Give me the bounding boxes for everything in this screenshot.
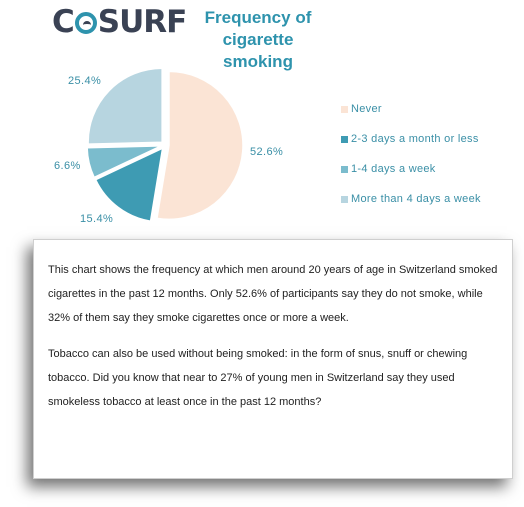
pie-slice-never: [156, 70, 244, 221]
slice-label-2-3-days: 15.4%: [80, 213, 114, 225]
chart-title: Frequency of cigarette smoking: [204, 8, 312, 71]
legend-item-never: Never: [341, 94, 481, 124]
legend-item-1-4-days: 1-4 days a week: [341, 154, 481, 184]
pie-chart: [86, 67, 244, 223]
legend-swatch: [341, 135, 348, 143]
slice-label-never: 52.6%: [250, 146, 284, 158]
info-card: This chart shows the frequency at which …: [33, 239, 513, 479]
info-paragraph-1: This chart shows the frequency at which …: [48, 264, 498, 324]
pie-slice-more-than-4: [87, 67, 163, 145]
slice-label-1-4-days: 6.6%: [54, 160, 81, 172]
legend-item-2-3-days: 2-3 days a month or less: [341, 124, 481, 154]
slice-label-more-than-4: 25.4%: [68, 75, 102, 87]
pie-slice-2-3-days: [94, 146, 164, 223]
legend-item-more-than-4: More than 4 days a week: [341, 184, 481, 214]
pie-slice-1-4-days: [86, 145, 162, 179]
chart-legend: Never 2-3 days a month or less 1-4 days …: [341, 94, 481, 214]
legend-swatch: [341, 195, 348, 203]
legend-swatch: [341, 105, 348, 113]
csurf-logo: C SURF: [52, 4, 187, 40]
logo-ring-icon: [74, 12, 97, 34]
legend-swatch: [341, 165, 348, 173]
info-paragraph-2: Tobacco can also be used without being s…: [48, 348, 468, 408]
